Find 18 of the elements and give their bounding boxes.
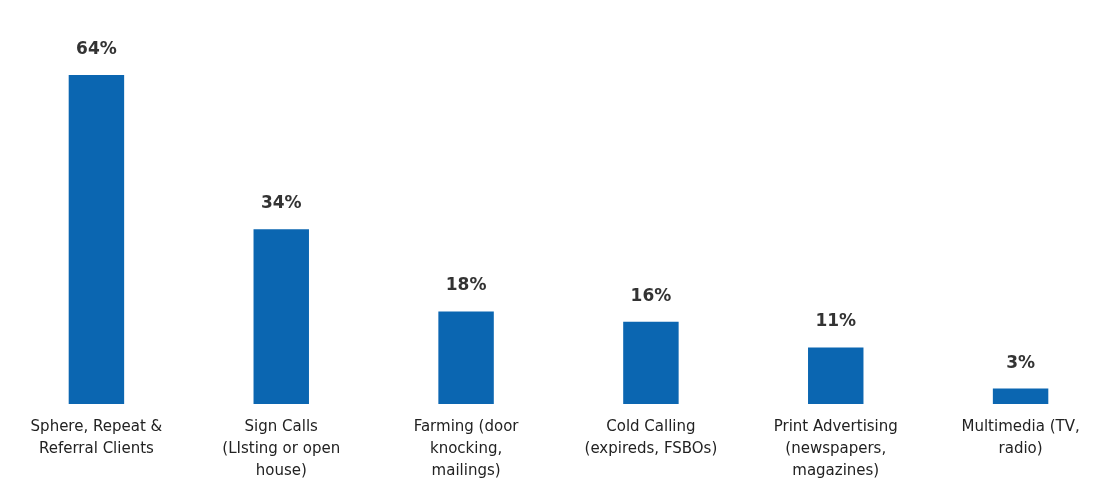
- bar: [253, 229, 309, 404]
- data-label: 34%: [260, 192, 302, 213]
- data-label: 18%: [445, 274, 487, 295]
- data-label: 16%: [630, 284, 672, 305]
- x-tick-label: Farming (door knocking, mailings): [413, 416, 520, 479]
- bar: [992, 388, 1049, 404]
- x-tick-label: Print Advertising (newspapers, magazines): [773, 416, 898, 479]
- bar: [68, 75, 125, 404]
- x-tick-label: Sphere, Repeat & Referral Clients: [30, 416, 163, 457]
- x-tick-label: Sign Calls (LIsting or open house): [222, 416, 341, 479]
- bar: [808, 347, 864, 404]
- data-label: 3%: [1006, 351, 1036, 372]
- bar: [623, 321, 679, 404]
- data-label: 64%: [76, 38, 117, 58]
- x-tick-label: Cold Calling (expireds, FSBOs): [584, 416, 718, 457]
- x-tick-label: Multimedia (TV, radio): [961, 416, 1080, 457]
- data-label: 11%: [815, 310, 857, 331]
- bar: [438, 311, 494, 404]
